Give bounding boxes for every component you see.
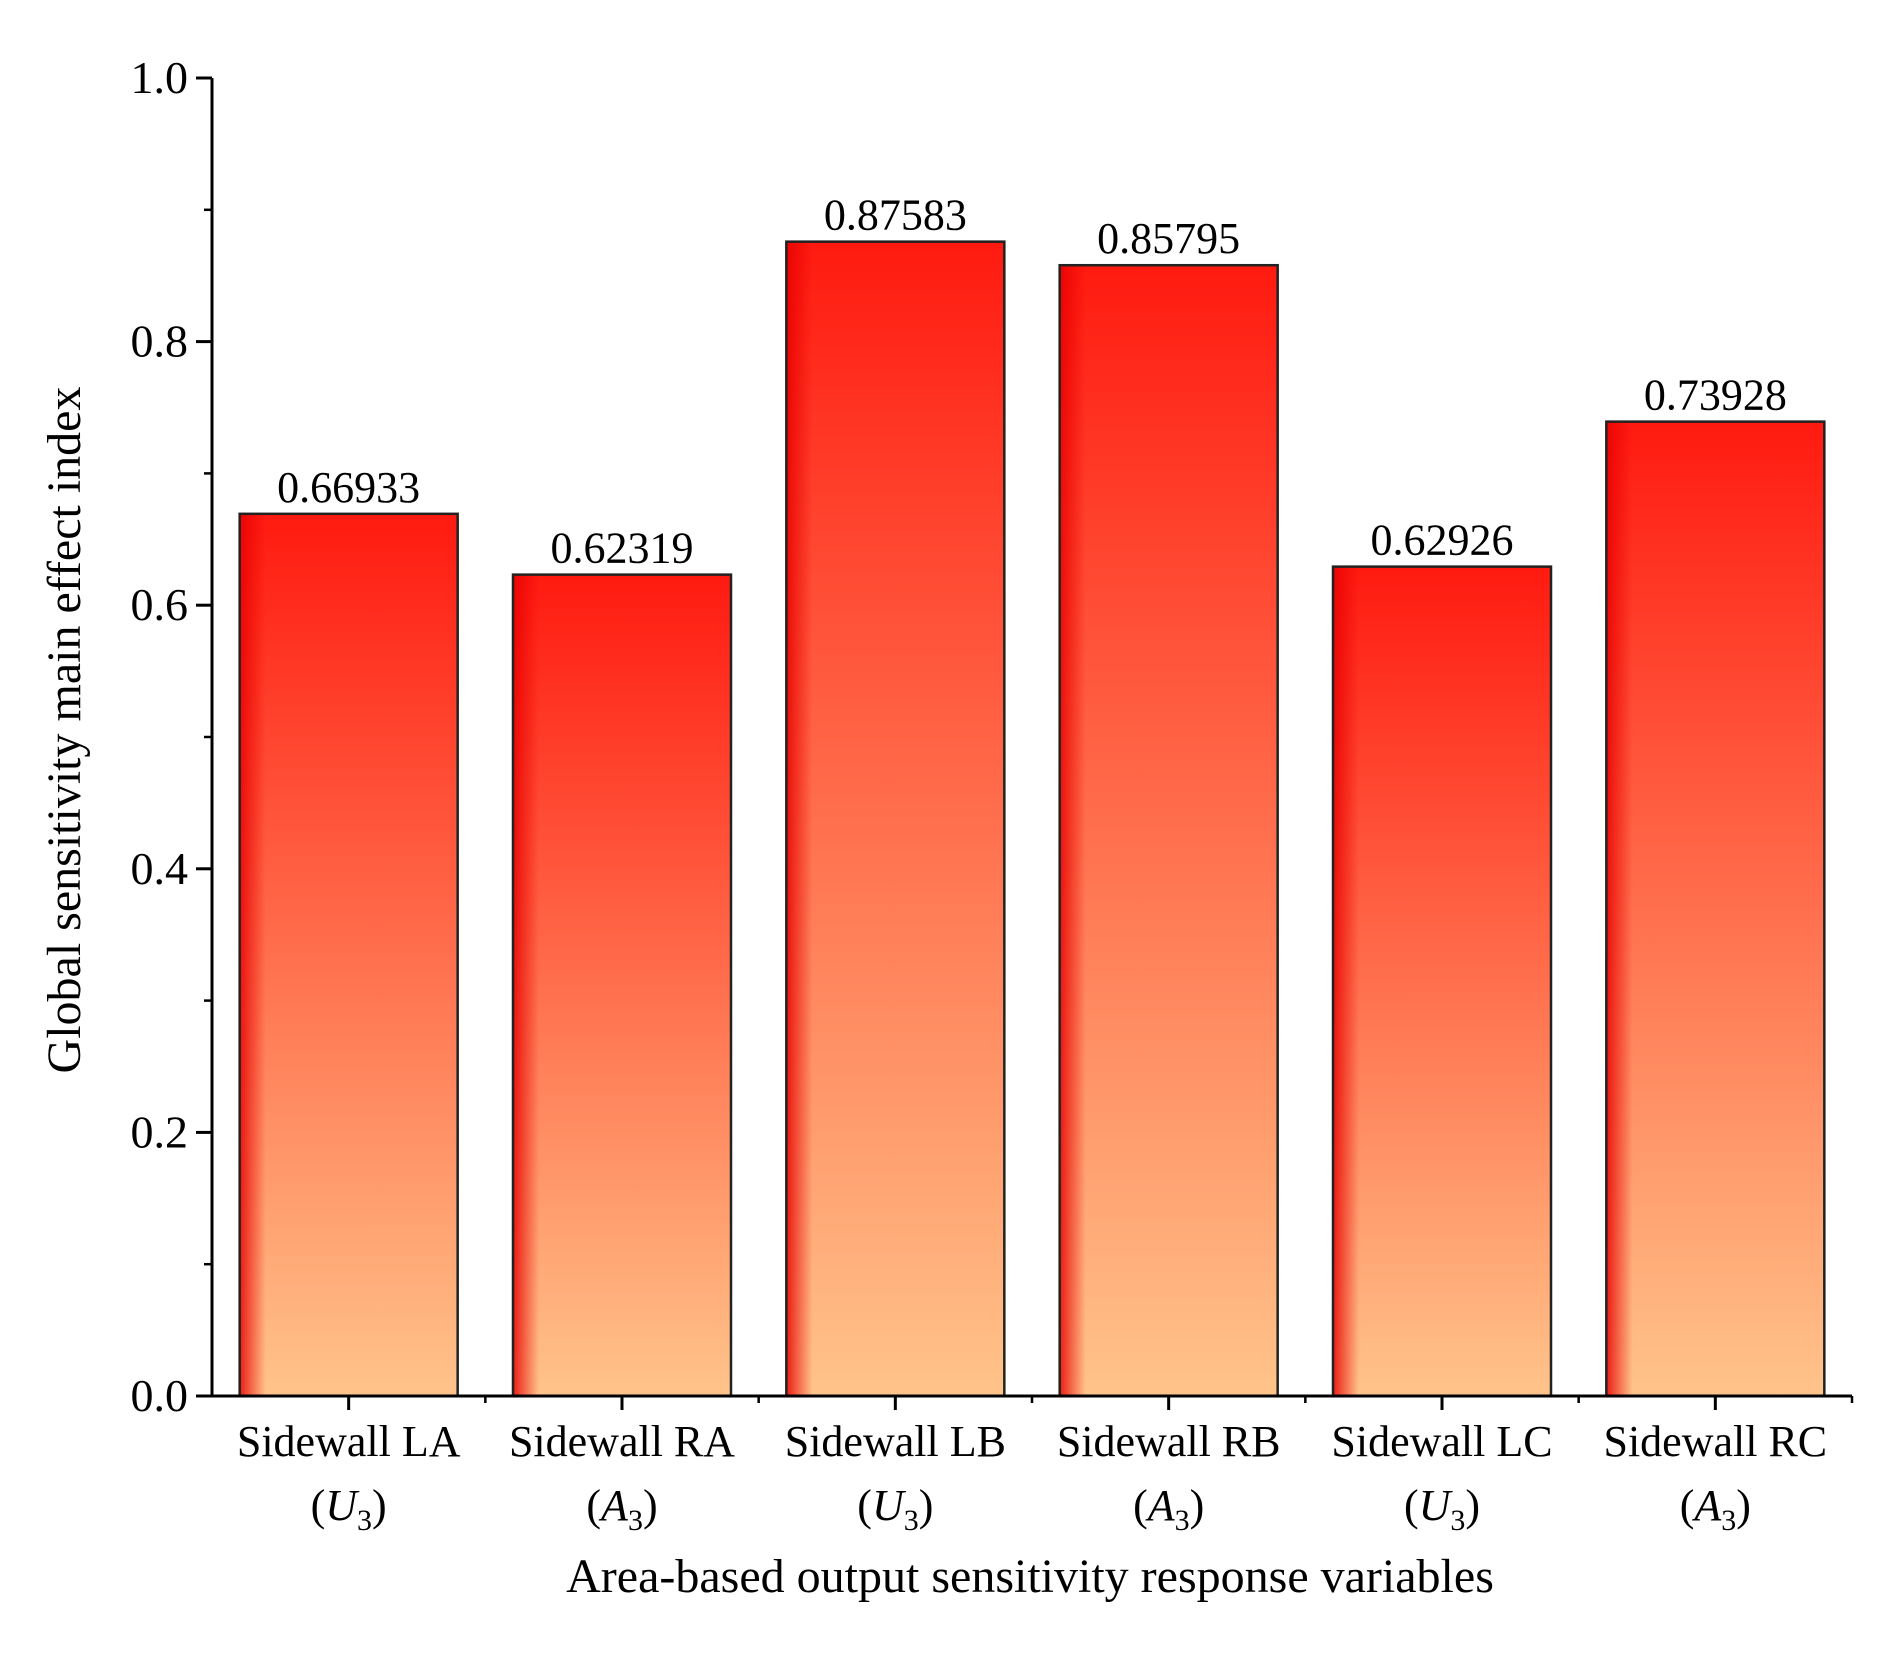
category-variable-label: (U3) [311,1481,387,1537]
category-label: Sidewall LA [237,1417,461,1466]
y-tick-label: 0.0 [131,1370,189,1421]
bar-outline [238,512,459,1398]
category-label: Sidewall RB [1057,1417,1281,1466]
labels-layer: 0.66933 Sidewall LA (U3) 0.62319 Sidewall RA… [237,191,1827,1537]
category-label: Sidewall RC [1603,1417,1827,1466]
x-axis-title: Area-based output sensitivity response v… [566,1550,1494,1603]
bars-layer [238,240,1826,1398]
category-variable-label: (A3) [586,1481,657,1537]
y-tick-label: 0.4 [131,843,189,894]
category-variable-label: (U3) [857,1481,933,1537]
category-label: Sidewall LB [785,1417,1006,1466]
category-label: Sidewall RA [509,1417,735,1466]
data-label: 0.85795 [1097,214,1240,263]
y-axis-title: Global sensitivity main effect index [38,387,91,1074]
category-label: Sidewall LC [1331,1417,1552,1466]
bar-outline [785,240,1006,1398]
category-variable-label: (A3) [1680,1481,1751,1537]
category-variable-label: (A3) [1133,1481,1204,1537]
data-label: 0.87583 [824,191,967,240]
y-tick-label: 0.2 [131,1106,189,1157]
bar-outline [511,573,733,1398]
y-tick-label: 1.0 [131,52,189,103]
y-tick-label: 0.8 [131,316,189,367]
axis-layer: 0.0 0.2 0.4 0.6 0.8 1.0 [131,52,1854,1421]
data-label: 0.73928 [1644,371,1787,420]
data-label: 0.62319 [551,524,694,573]
data-label: 0.66933 [277,463,420,512]
data-label: 0.62926 [1371,516,1514,565]
bar-outline [1331,565,1553,1398]
bar-outline [1058,263,1279,1398]
y-tick-label: 0.6 [131,579,189,630]
bar-outline [1605,420,1826,1398]
category-variable-label: (U3) [1404,1481,1480,1537]
